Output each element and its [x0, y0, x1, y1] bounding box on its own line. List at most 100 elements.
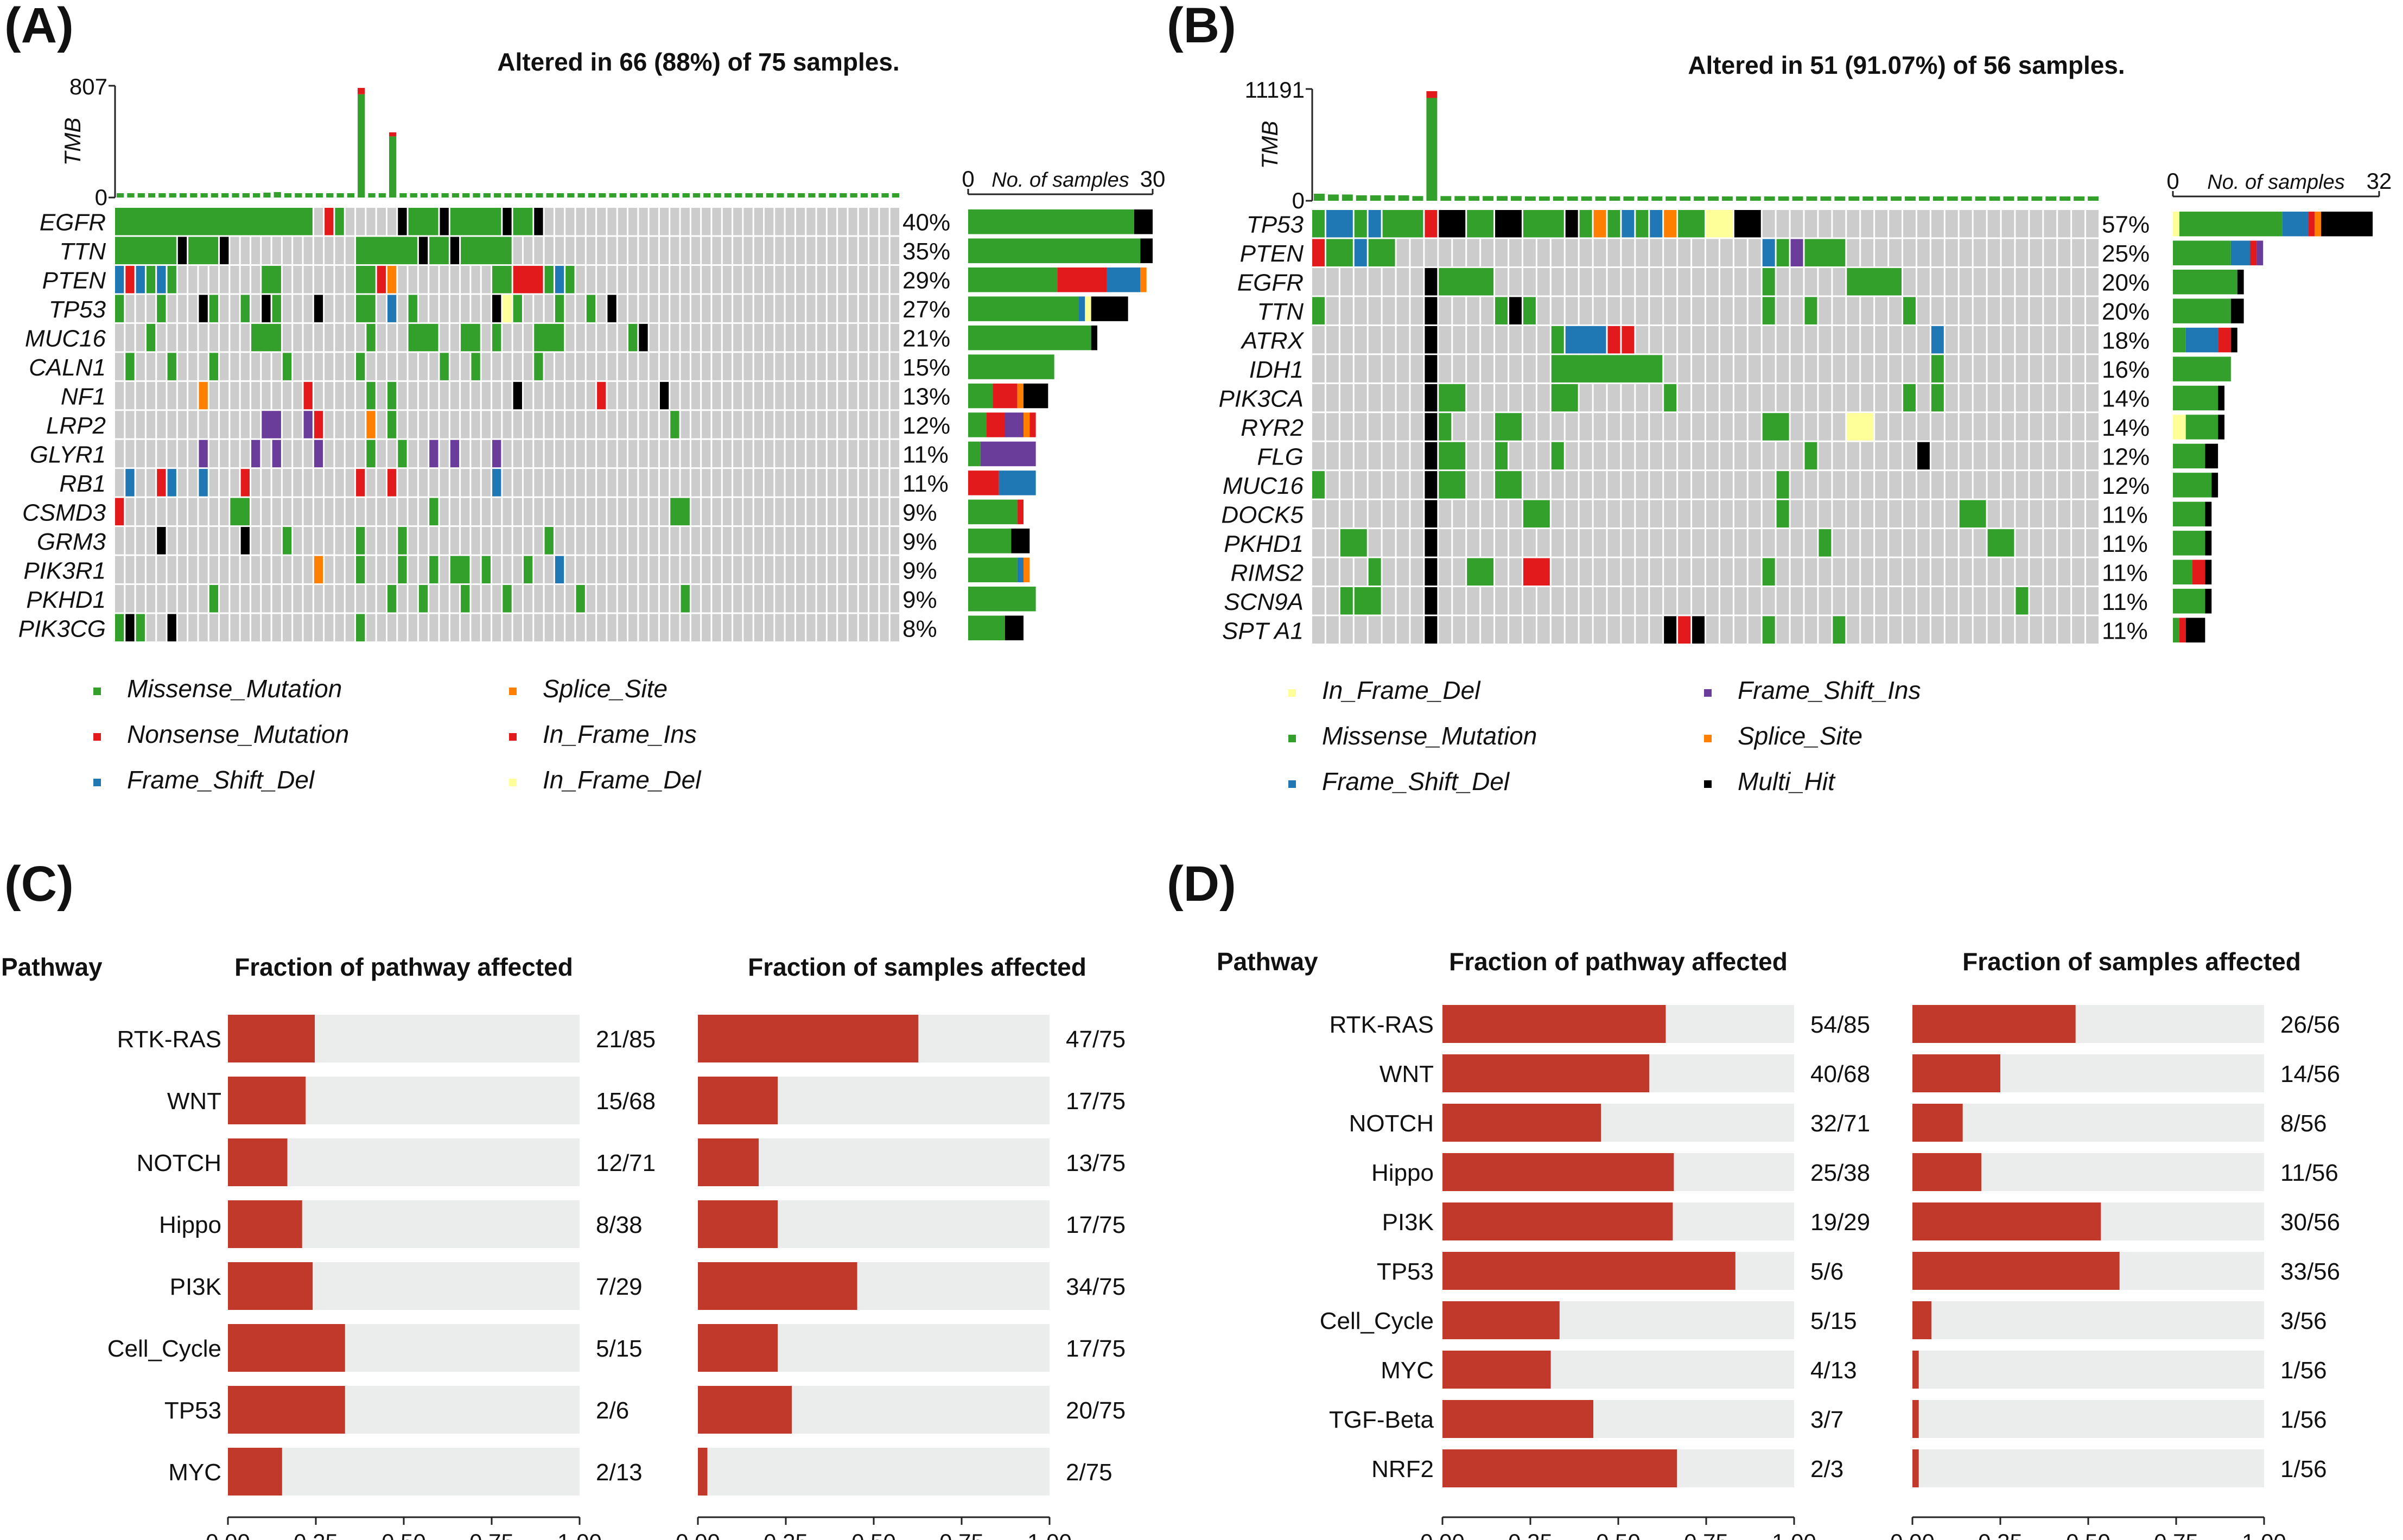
grid-cell [1467, 500, 1480, 528]
mutation-cell-ttn [188, 237, 219, 264]
grid-cell [1833, 587, 1846, 615]
mutation-cell-tp53 [1678, 210, 1705, 238]
grid-cell [743, 208, 753, 236]
tmb-bar [2045, 196, 2057, 201]
grid-cell [880, 469, 889, 497]
sample-bar-segment-grm3 [968, 529, 1012, 553]
grid-cell [544, 440, 554, 468]
grid-cell [450, 411, 460, 438]
grid-cell [1467, 384, 1480, 412]
grid-cell [2001, 442, 2014, 470]
grid-cell [209, 498, 219, 526]
grid-cell [733, 469, 742, 497]
grid-cell [586, 265, 596, 294]
grid-cell [1706, 500, 1719, 528]
x-tick-label: 1.00 [557, 1529, 602, 1540]
mutation-cell-tp53 [1622, 210, 1635, 238]
grid-cell [345, 265, 355, 294]
grid-cell [1973, 297, 1986, 324]
grid-cell [1354, 413, 1367, 441]
mutation-cell-tp53 [1495, 210, 1522, 238]
grid-cell [513, 556, 522, 584]
grid-cell [272, 585, 281, 613]
tmb-bar [860, 193, 868, 198]
mutation-cell-pkhd1 [387, 585, 397, 613]
grid-cell [167, 411, 176, 438]
grid-cell [565, 353, 575, 380]
grid-cell [681, 208, 690, 236]
grid-cell [2044, 558, 2057, 586]
grid-cell [1551, 239, 1564, 266]
grid-cell [1382, 384, 1395, 412]
grid-cell [146, 411, 156, 438]
grid-cell [1692, 268, 1705, 296]
grid-cell [1650, 558, 1663, 586]
mutation-cell-pkhd1 [418, 585, 428, 613]
grid-cell [2044, 587, 2057, 615]
grid-cell [848, 381, 857, 410]
grid-cell [1410, 239, 1423, 266]
grid-cell [1706, 239, 1719, 266]
grid-cell [691, 381, 701, 410]
grid-cell [1748, 587, 1761, 615]
grid-cell [628, 411, 638, 438]
sample-fraction-label: 20/75 [1066, 1397, 1126, 1424]
grid-cell [1706, 268, 1719, 296]
grid-cell [303, 527, 313, 555]
grid-cell [1551, 268, 1564, 296]
grid-cell [1804, 355, 1817, 383]
grid-cell [1579, 413, 1592, 441]
mutation-cell-pten [157, 265, 166, 294]
grid-cell [628, 208, 638, 236]
gene-label-ttn: TTN [1257, 298, 1304, 325]
grid-cell [157, 323, 166, 352]
grid-cell [1987, 587, 2000, 615]
gene-label-nf1: NF1 [61, 384, 106, 410]
grid-cell [2001, 355, 2014, 383]
grid-cell [827, 469, 837, 497]
grid-cell [1945, 413, 1958, 441]
tmb-bar [1553, 196, 1564, 201]
grid-cell [1551, 471, 1564, 499]
grid-cell [722, 295, 732, 322]
grid-cell [576, 498, 585, 526]
sample-bar-segment-tp53 [2282, 212, 2309, 237]
grid-cell [398, 265, 407, 294]
tmb-bar [661, 193, 669, 198]
grid-cell [345, 440, 355, 468]
grid-cell [220, 440, 229, 468]
sample-track [1912, 1449, 2264, 1487]
legend-swatch-splice-site [1704, 735, 1712, 742]
grid-cell [544, 411, 554, 438]
sample-bar-segment-spt-a1 [2173, 618, 2179, 642]
mutation-cell-caln1 [209, 353, 219, 380]
grid-cell [1917, 413, 1930, 441]
grid-cell [1903, 239, 1916, 266]
grid-cell [607, 469, 616, 497]
grid-cell [2030, 529, 2043, 557]
grid-cell [565, 440, 575, 468]
grid-cell [471, 295, 480, 322]
grid-cell [1720, 558, 1733, 586]
sample-bar-segment-pten [2256, 240, 2264, 265]
mutation-cell-tp53 [1425, 210, 1438, 238]
grid-cell [523, 585, 533, 613]
grid-cell [1650, 442, 1663, 470]
grid-cell [702, 614, 711, 641]
grid-cell [586, 527, 596, 555]
sample-bar-segment-ttn [2173, 298, 2231, 323]
grid-cell [712, 237, 721, 264]
grid-cell [513, 237, 522, 264]
grid-cell [775, 556, 784, 584]
grid-cell [869, 381, 879, 410]
grid-cell [1396, 529, 1409, 557]
tmb-bar [399, 193, 407, 198]
grid-cell [345, 498, 355, 526]
grid-cell [262, 556, 271, 584]
grid-cell [1875, 442, 1888, 470]
tmb-bar [494, 193, 501, 198]
grid-cell [325, 440, 334, 468]
grid-cell [1312, 587, 1325, 615]
grid-cell [880, 556, 889, 584]
sample-fraction-label: 34/75 [1066, 1274, 1126, 1300]
